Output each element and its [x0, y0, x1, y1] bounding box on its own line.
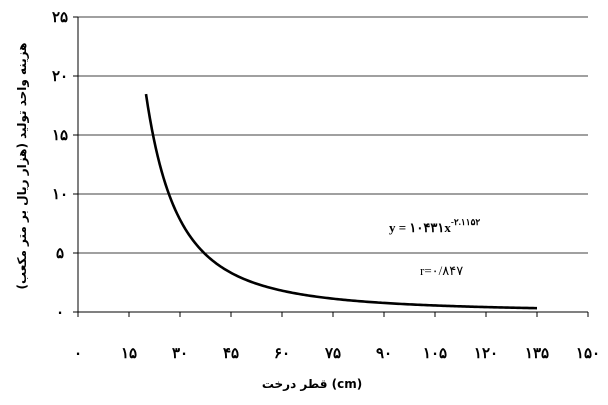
y-tick-labels: ۰ ۵ ۱۰ ۱۵ ۲۰ ۲۵ [52, 8, 68, 321]
x-tick-label: ۱۰۵ [423, 344, 447, 362]
axes [73, 16, 589, 317]
x-axis-title: قطر درخت (cm) [262, 377, 362, 391]
equation-annotation: y = ۱۰۴۳۱x-۲.۱۱۵۲ [389, 217, 480, 235]
r-annotation: r=۰/۸۴۷ [420, 263, 463, 278]
y-tick-label: ۰ [56, 303, 64, 321]
x-tick-label: ۳۰ [172, 344, 188, 362]
x-tick-label: ۱۳۵ [525, 344, 549, 362]
x-tick-label: ۷۵ [324, 344, 341, 362]
series-line-power-fit [144, 93, 538, 310]
y-tick-label: ۱۰ [52, 185, 68, 203]
x-tick-label: ۴۵ [223, 344, 239, 362]
x-tick-label: ۶۰ [274, 344, 290, 362]
y-axis-title: هزینه واحد تولید (هزار ریال بر متر مکعب) [15, 43, 30, 290]
y-tick-label: ۲۵ [52, 8, 68, 26]
x-tick-label: ۱۵ [121, 344, 137, 362]
x-tick-labels: ۰ ۱۵ ۳۰ ۴۵ ۶۰ ۷۵ ۹۰ ۱۰۵ ۱۲۰ ۱۳۵ ۱۵۰ [74, 344, 600, 362]
x-tick-label: ۱۵۰ [576, 344, 600, 362]
x-tick-label: ۱۲۰ [474, 344, 498, 362]
x-tick-label: ۰ [74, 344, 82, 362]
x-tick-label: ۹۰ [376, 344, 392, 362]
y-tick-label: ۱۵ [52, 126, 68, 144]
y-tick-label: ۲۰ [52, 67, 68, 85]
y-tick-label: ۵ [56, 244, 64, 262]
gridlines [78, 16, 588, 254]
